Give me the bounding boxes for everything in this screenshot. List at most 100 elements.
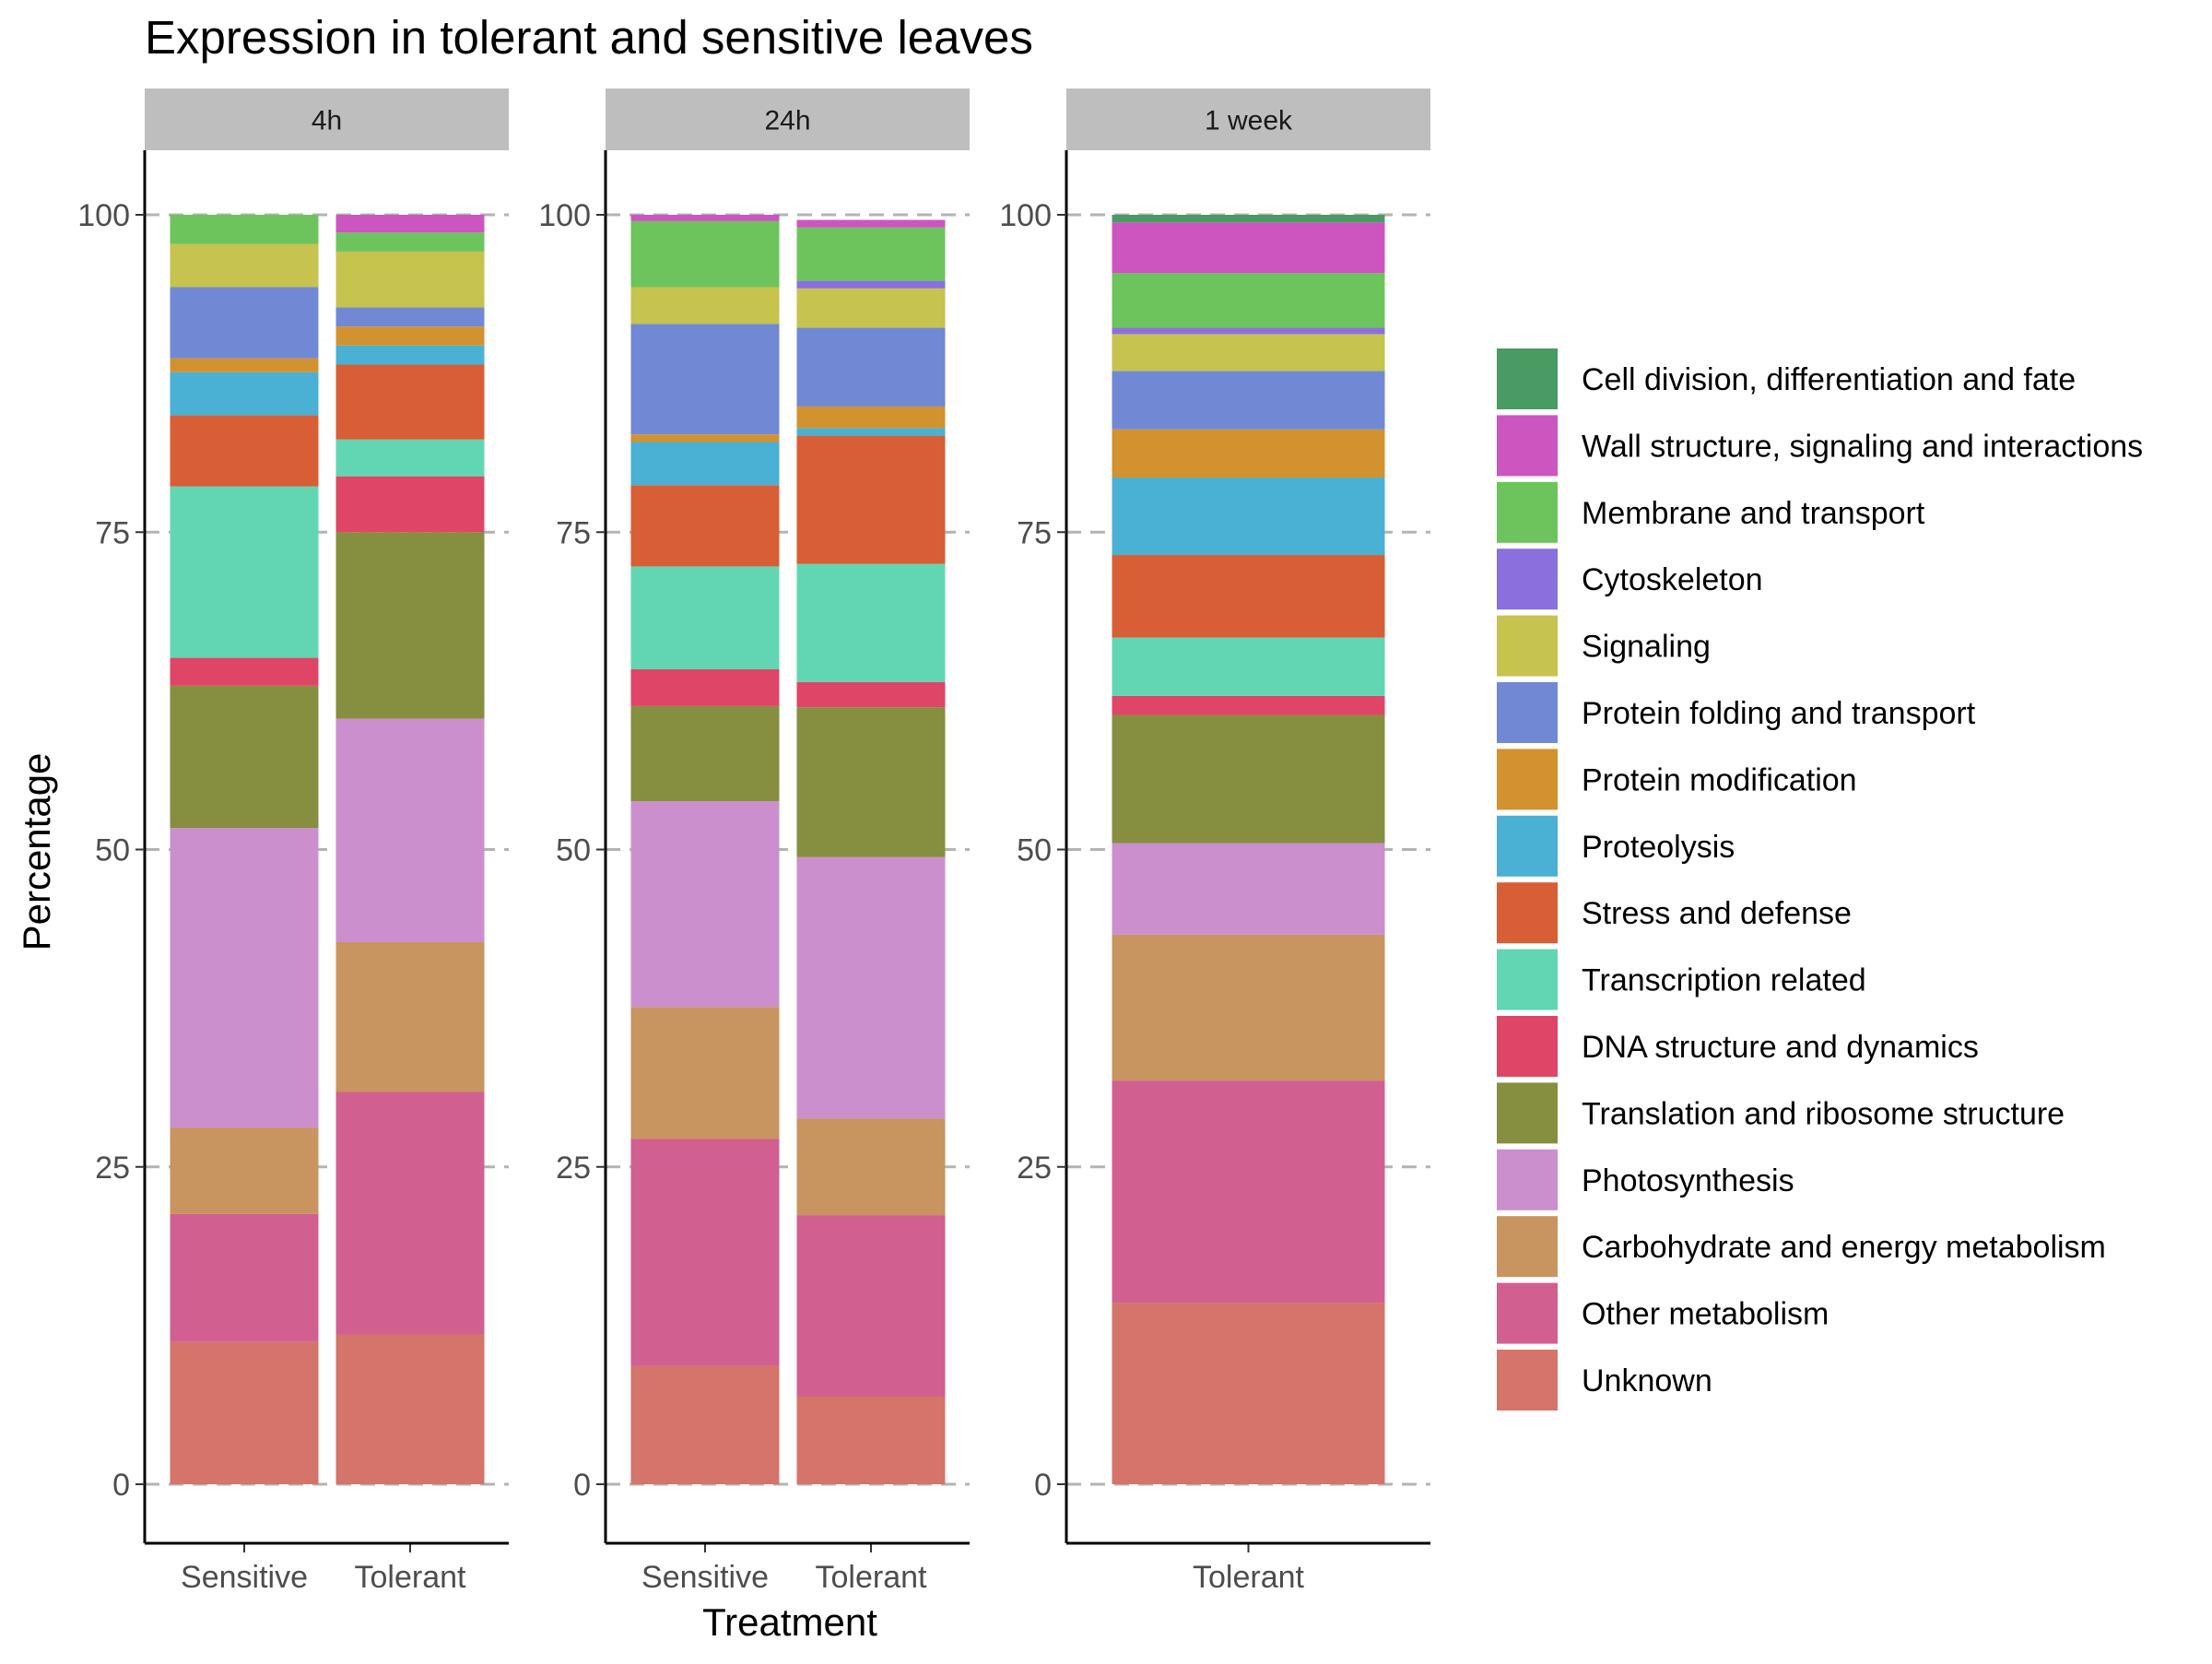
bar-segment-carbohydrate-and-energy-metabolism <box>1112 934 1385 1081</box>
bar-segment-carbohydrate-and-energy-metabolism <box>630 1007 780 1139</box>
bar-segment-cell-division-differentiation-and-fate <box>1112 215 1385 223</box>
bar-segment-unknown <box>630 1365 780 1484</box>
facet-panels: 4h Sensitive Tolerant 0 25 50 75 100 24h Sensitiv… <box>77 89 1430 1595</box>
legend-key <box>1497 815 1558 877</box>
bar-segment-proteolysis <box>1112 478 1385 556</box>
bar-segment-membrane-and-transport <box>1112 273 1385 328</box>
facet-strip-label: 24h <box>764 106 810 136</box>
bar-segment-signaling <box>335 251 485 308</box>
bar-segment-proteolysis <box>796 428 946 436</box>
bar-segment-unknown <box>796 1396 946 1484</box>
bar-segment-signaling <box>630 287 780 325</box>
legend-key <box>1497 481 1558 543</box>
legend-label: DNA structure and dynamics <box>1582 1030 1979 1065</box>
legend-key <box>1497 1016 1558 1077</box>
bar-segment-stress-and-defense <box>630 485 780 567</box>
bar-segment-stress-and-defense <box>1112 555 1385 638</box>
bar-segment-protein-folding-and-transport <box>796 327 946 407</box>
bar-segment-other-metabolism <box>630 1139 780 1366</box>
y-tick-label: 50 <box>95 833 130 868</box>
legend-item-transcription-related: Transcription related <box>1497 949 1866 1010</box>
chart-title: Expression in tolerant and sensitive lea… <box>145 11 1033 64</box>
bar-segment-photosynthesis <box>335 718 485 943</box>
bar-segment-wall-structure-signaling-and-interactions <box>1112 222 1385 274</box>
bar-segment-transcription-related <box>170 486 319 658</box>
y-axis-title: Percentage <box>15 753 58 951</box>
legend-label: Unknown <box>1582 1363 1712 1398</box>
bar-segment-carbohydrate-and-energy-metabolism <box>335 942 485 1092</box>
legend-item-protein-folding-and-transport: Protein folding and transport <box>1497 682 1976 743</box>
y-tick-label: 0 <box>573 1468 591 1503</box>
y-tick-label: 0 <box>1034 1468 1052 1503</box>
legend-key <box>1497 682 1558 743</box>
bar-segment-proteolysis <box>170 372 319 416</box>
bar-segment-protein-folding-and-transport <box>630 324 780 435</box>
bar-segment-photosynthesis <box>1112 843 1385 935</box>
y-tick-label: 75 <box>1017 515 1052 550</box>
legend-item-membrane-and-transport: Membrane and transport <box>1497 481 1925 543</box>
bar-segment-wall-structure-signaling-and-interactions <box>335 215 485 233</box>
legend-key <box>1497 1282 1558 1344</box>
legend-item-cell-division-differentiation-and-fate: Cell division, differentiation and fate <box>1497 348 2076 409</box>
bar-segment-signaling <box>170 243 319 288</box>
bar-segment-translation-and-ribosome-structure <box>1112 714 1385 844</box>
bar-segment-proteolysis <box>630 442 780 486</box>
bar-segment-transcription-related <box>796 563 946 682</box>
bar-segment-dna-structure-and-dynamics <box>170 657 319 686</box>
bar-segment-translation-and-ribosome-structure <box>796 707 946 857</box>
bar-segment-protein-folding-and-transport <box>335 307 485 327</box>
legend-key <box>1497 1149 1558 1210</box>
bar-segment-transcription-related <box>335 439 485 477</box>
bar-segment-cytoskeleton <box>796 280 946 289</box>
bar-segment-protein-modification <box>630 434 780 443</box>
facet-strip <box>1066 89 1430 150</box>
facet-strip-label: 4h <box>312 106 342 136</box>
legend-key <box>1497 949 1558 1010</box>
y-tick-label: 50 <box>1017 833 1052 868</box>
x-tick-label: Sensitive <box>641 1560 769 1595</box>
x-tick-label: Sensitive <box>181 1560 308 1595</box>
bar-segment-other-metabolism <box>170 1213 319 1342</box>
bar-segment-protein-folding-and-transport <box>1112 371 1385 430</box>
legend-label: Photosynthesis <box>1582 1163 1794 1198</box>
legend-item-carbohydrate-and-energy-metabolism: Carbohydrate and energy metabolism <box>1497 1216 2106 1278</box>
facet-panel-4h: 4h Sensitive Tolerant 0 25 50 75 100 <box>77 89 509 1595</box>
bar-segment-membrane-and-transport <box>335 232 485 252</box>
bar-4h-sensitive <box>170 215 319 1484</box>
bar-segment-stress-and-defense <box>170 415 319 487</box>
bar-segment-dna-structure-and-dynamics <box>630 668 780 706</box>
bar-segment-protein-modification <box>170 358 319 372</box>
legend-label: Transcription related <box>1582 963 1866 998</box>
y-tick-label: 100 <box>999 198 1052 233</box>
bar-segment-carbohydrate-and-energy-metabolism <box>170 1127 319 1214</box>
bar-segment-cytoskeleton <box>1112 327 1385 335</box>
legend-key <box>1497 1350 1558 1410</box>
bar-segment-other-metabolism <box>796 1215 946 1397</box>
bar-24h-tolerant <box>796 219 946 1484</box>
legend-label: Protein folding and transport <box>1582 696 1976 731</box>
facet-panel-1-week: 1 week Tolerant 0 25 50 75 100 <box>999 89 1430 1595</box>
bar-segment-wall-structure-signaling-and-interactions <box>796 219 946 228</box>
bar-24h-sensitive <box>630 215 780 1484</box>
bar-segment-dna-structure-and-dynamics <box>796 681 946 708</box>
legend-item-dna-structure-and-dynamics: DNA structure and dynamics <box>1497 1016 1979 1077</box>
y-tick-label: 75 <box>556 515 591 550</box>
y-tick-label: 25 <box>95 1151 130 1186</box>
bar-segment-photosynthesis <box>796 856 946 1119</box>
y-tick-label: 50 <box>556 833 591 868</box>
legend-item-other-metabolism: Other metabolism <box>1497 1282 1829 1344</box>
bar-segment-protein-modification <box>796 406 946 429</box>
facet-strip-label: 1 week <box>1205 106 1293 136</box>
legend-key <box>1497 615 1558 677</box>
legend-key <box>1497 415 1558 477</box>
legend-item-wall-structure-signaling-and-interactions: Wall structure, signaling and interactio… <box>1497 415 2143 477</box>
bar-segment-other-metabolism <box>335 1092 485 1335</box>
y-tick-label: 25 <box>1017 1151 1052 1186</box>
bar-segment-membrane-and-transport <box>170 215 319 244</box>
bar-segment-dna-structure-and-dynamics <box>1112 695 1385 715</box>
legend-item-photosynthesis: Photosynthesis <box>1497 1149 1794 1210</box>
bar-segment-translation-and-ribosome-structure <box>630 705 780 802</box>
legend-label: Cytoskeleton <box>1582 562 1763 597</box>
x-tick-label: Tolerant <box>355 1560 467 1595</box>
